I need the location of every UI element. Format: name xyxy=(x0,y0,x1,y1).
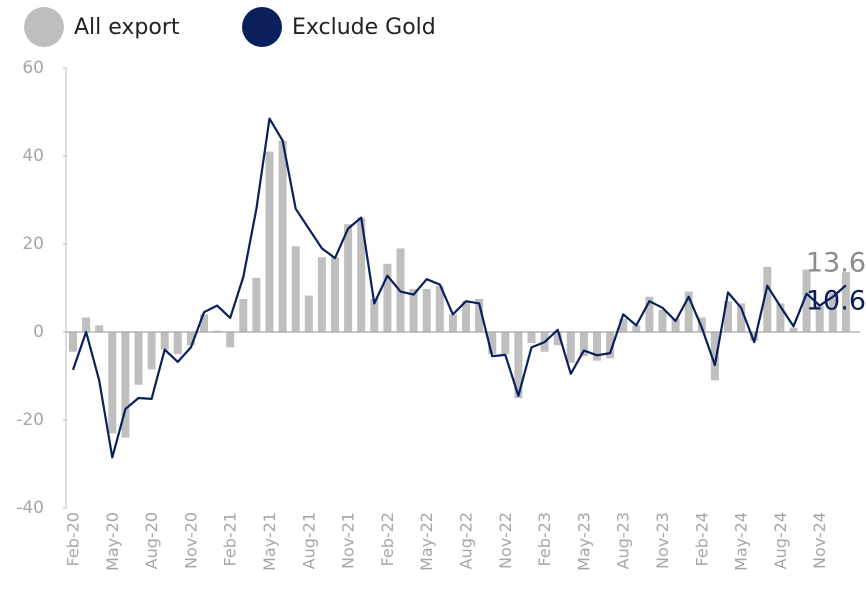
bar xyxy=(658,310,667,332)
bar xyxy=(344,224,353,332)
bar xyxy=(186,332,195,346)
bar xyxy=(160,332,169,350)
bar xyxy=(409,288,418,332)
bar xyxy=(462,301,470,332)
value-label: 10.6 xyxy=(806,286,866,317)
y-tick-label: 60 xyxy=(22,58,44,78)
bar xyxy=(750,332,759,341)
bar xyxy=(553,332,562,346)
bar xyxy=(422,288,431,332)
bar xyxy=(776,303,785,332)
bar xyxy=(671,318,680,332)
bar xyxy=(147,332,156,370)
bar xyxy=(370,299,379,332)
x-tick-label: May-20 xyxy=(103,512,122,571)
bar xyxy=(501,332,510,354)
bar xyxy=(317,257,326,332)
x-tick-label: Nov-21 xyxy=(339,512,358,569)
line xyxy=(71,117,847,459)
bar xyxy=(435,285,444,332)
bar xyxy=(108,332,117,434)
x-tick-label: Feb-23 xyxy=(535,512,554,566)
bar xyxy=(802,269,811,332)
x-tick-label: Feb-21 xyxy=(221,512,240,566)
bar xyxy=(448,314,457,332)
x-tick-label: Aug-21 xyxy=(299,512,318,569)
bar xyxy=(173,332,182,354)
bar xyxy=(710,332,719,381)
x-tick-label: Aug-23 xyxy=(614,512,633,569)
x-tick-label: Nov-23 xyxy=(653,512,672,569)
x-tick-label: May-24 xyxy=(732,512,751,571)
x-tick-label: Nov-22 xyxy=(496,512,515,569)
y-tick-label: 0 xyxy=(33,322,44,342)
x-tick-label: Aug-20 xyxy=(142,512,161,569)
bar xyxy=(213,330,222,332)
bar xyxy=(304,295,313,332)
bar xyxy=(632,325,641,332)
y-tick-label: -20 xyxy=(16,410,44,430)
bar xyxy=(121,332,130,438)
legend-label: Exclude Gold xyxy=(292,15,436,40)
bar xyxy=(593,332,601,361)
bar xyxy=(69,332,77,352)
x-tick-label: Feb-22 xyxy=(378,512,397,566)
bar xyxy=(619,318,628,332)
bar xyxy=(331,257,339,332)
legend-swatch xyxy=(24,7,64,47)
bar xyxy=(579,332,588,357)
x-tick-label: May-21 xyxy=(260,512,279,571)
bar xyxy=(82,317,91,332)
bar xyxy=(697,317,706,332)
bar xyxy=(95,325,104,332)
x-tick-label: Aug-22 xyxy=(457,512,476,569)
bar xyxy=(383,263,392,332)
x-tick-label: Nov-20 xyxy=(181,512,200,569)
x-tick-label: Aug-24 xyxy=(771,512,790,569)
bar xyxy=(134,332,143,385)
x-tick-label: Feb-20 xyxy=(64,512,83,566)
bar xyxy=(200,314,208,332)
bar xyxy=(239,299,248,332)
bar xyxy=(724,301,732,332)
bar xyxy=(763,266,772,332)
bar xyxy=(815,305,824,332)
x-tick-label: May-23 xyxy=(574,512,593,571)
bar xyxy=(226,332,235,348)
bar xyxy=(789,327,798,332)
x-tick-label: Feb-24 xyxy=(692,512,711,566)
bar xyxy=(737,303,746,332)
bar xyxy=(488,332,497,354)
legend-label: All export xyxy=(74,15,180,40)
bar xyxy=(278,140,287,332)
bar xyxy=(265,151,274,332)
y-tick-label: -40 xyxy=(16,498,44,518)
bar xyxy=(291,246,300,332)
x-tick-label: May-22 xyxy=(417,512,436,571)
bar xyxy=(841,272,850,332)
y-tick-label: 20 xyxy=(22,234,44,254)
bar xyxy=(527,332,536,343)
bar xyxy=(357,217,366,332)
legend-swatch xyxy=(242,7,282,47)
bar xyxy=(828,292,837,332)
x-tick-label: Nov-24 xyxy=(810,512,829,569)
bar xyxy=(514,332,523,398)
value-label: 13.6 xyxy=(806,248,866,279)
bar xyxy=(566,332,575,363)
bar xyxy=(684,291,693,332)
bar xyxy=(606,332,615,359)
bar xyxy=(645,296,654,332)
bar xyxy=(475,299,484,332)
bar xyxy=(252,277,261,332)
y-tick-label: 40 xyxy=(22,146,44,166)
